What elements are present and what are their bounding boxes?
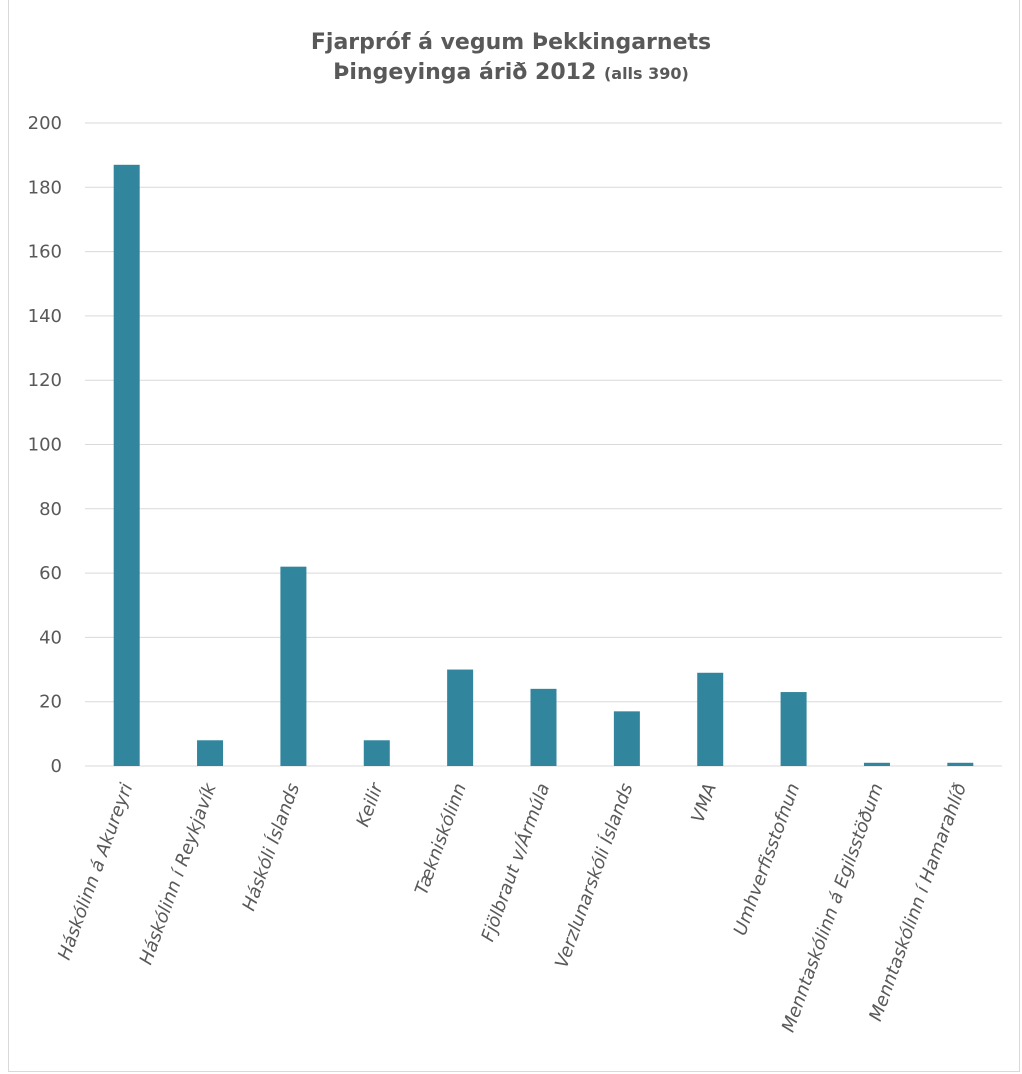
chart-title-line2: Þingeyinga árið 2012 (alls 390) <box>0 58 1022 89</box>
bar <box>613 711 640 766</box>
x-tick-label: Háskólinn í Reykjavík <box>136 779 222 968</box>
x-tick-label: Háskólinn á Akureyri <box>54 781 137 963</box>
gridlines <box>85 122 1002 767</box>
y-tick-label: 60 <box>39 563 62 584</box>
x-tick-label: Háskóli Íslands <box>238 780 305 913</box>
chart-title-note: (alls 390) <box>603 64 689 83</box>
bar <box>113 164 140 767</box>
chart-title-line2-main: Þingeyinga árið 2012 <box>333 60 597 85</box>
y-tick-label: 20 <box>39 692 62 713</box>
x-tick-label: Fjölbraut v/Ármúla <box>476 780 554 944</box>
y-axis-ticks: 0 20 40 60 80 100 120 140 160 180 200 <box>28 113 62 777</box>
bar <box>363 740 390 766</box>
x-tick-label: Menntaskólinn í Hamarahlíð <box>865 781 971 1025</box>
y-tick-label: 160 <box>28 242 62 263</box>
x-tick-label: Umhverfisstofnun <box>730 781 805 939</box>
bar <box>530 688 557 766</box>
y-tick-label: 120 <box>28 370 62 391</box>
y-tick-label: 200 <box>28 113 62 134</box>
bar <box>780 692 807 766</box>
chart-title-line1: Fjarpróf á vegum Þekkingarnets <box>310 30 712 55</box>
y-tick-label: 140 <box>28 306 62 327</box>
y-tick-label: 180 <box>28 177 62 198</box>
x-tick-label: Keilir <box>352 779 388 830</box>
bar <box>863 762 890 766</box>
y-tick-label: 0 <box>51 756 62 777</box>
y-tick-label: 100 <box>28 435 62 456</box>
bar <box>447 669 474 766</box>
x-tick-label: Verzlunarskóli Íslands <box>550 780 637 971</box>
chart-title: Fjarpróf á vegum Þekkingarnets Þingeying… <box>0 28 1022 89</box>
bar <box>197 740 224 766</box>
bar <box>947 762 974 766</box>
chart-frame <box>8 0 1020 1072</box>
y-tick-label: 40 <box>39 627 62 648</box>
x-tick-label: VMA <box>687 781 720 826</box>
bar <box>280 566 307 766</box>
bar <box>697 672 724 766</box>
y-tick-label: 80 <box>39 499 62 520</box>
bars <box>113 164 974 767</box>
x-tick-label: Menntaskólinn á Egilsstöðum <box>778 781 888 1036</box>
x-tick-label: Tækniskólinn <box>411 781 471 898</box>
